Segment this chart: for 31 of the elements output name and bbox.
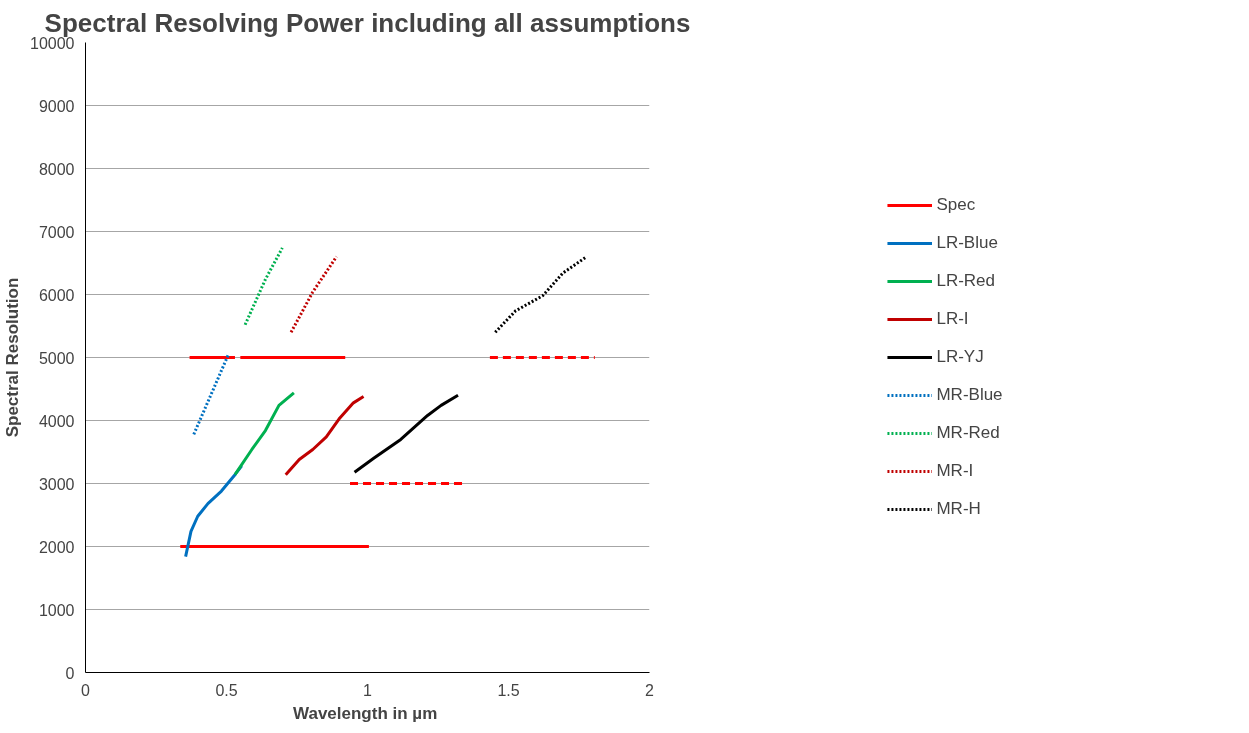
x-axis-title: Wavelength in µm [293, 703, 438, 723]
y-tick-label: 8000 [38, 160, 75, 178]
line-series [284, 395, 366, 477]
chart-title: Spectral Resolving Power including all assumptions [44, 7, 691, 38]
y-tick-label: 4000 [38, 412, 75, 430]
legend-label: LR-Red [936, 271, 996, 291]
y-tick-label: 0 [65, 664, 75, 682]
x-tick-label: 0.5 [215, 681, 238, 699]
legend-label: MR-I [936, 461, 974, 481]
y-axis-title: Spectral Resolution [3, 277, 23, 438]
legend-label: LR-YJ [936, 347, 984, 367]
legend-label: LR-Blue [936, 233, 998, 253]
x-tick-label: 0 [81, 681, 91, 699]
y-tick-label: 2000 [38, 538, 75, 556]
line-series [353, 393, 460, 474]
y-tick-label: 3000 [38, 475, 75, 493]
line-series [233, 391, 296, 477]
y-tick-label: 5000 [38, 349, 75, 367]
legend-label: MR-Blue [936, 385, 1003, 405]
y-tick-label: 1000 [38, 601, 75, 619]
legend-label: LR-I [936, 309, 969, 329]
legend-label: MR-Red [936, 423, 1000, 443]
y-tick-label: 7000 [38, 223, 75, 241]
legend-label: Spec [936, 195, 976, 215]
x-tick-label: 1.5 [497, 681, 520, 699]
x-tick-label: 2 [645, 681, 655, 699]
legend-label: MR-H [936, 499, 981, 519]
x-tick-label: 1 [363, 681, 373, 699]
y-tick-label: 9000 [38, 97, 75, 115]
line-series [493, 255, 589, 334]
y-tick-label: 6000 [38, 286, 75, 304]
